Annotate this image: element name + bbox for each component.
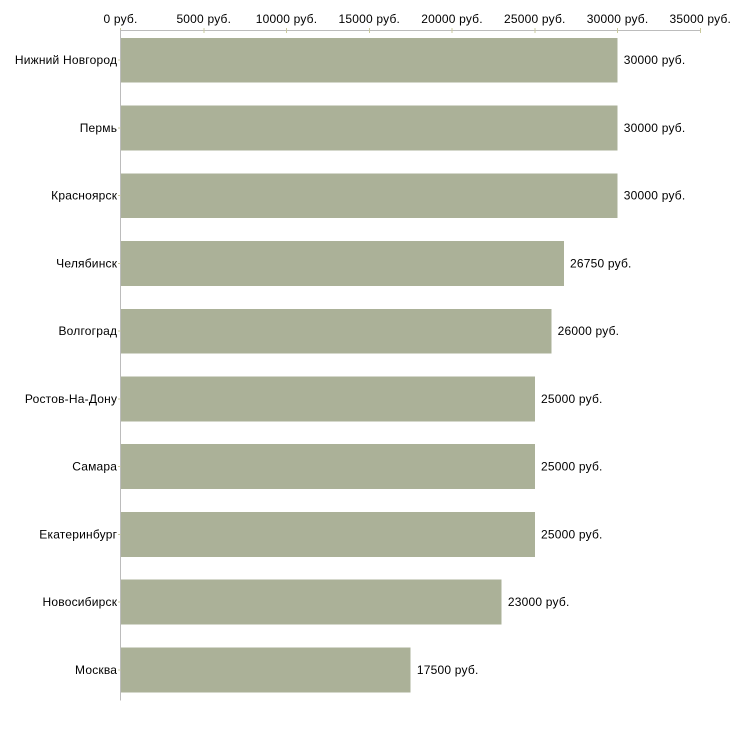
svg-text:25000 руб.: 25000 руб. [541, 392, 603, 406]
svg-text:Екатеринбург: Екатеринбург [39, 527, 117, 541]
svg-text:Красноярск: Красноярск [51, 189, 118, 203]
svg-text:Пермь: Пермь [80, 121, 117, 135]
svg-text:20000 руб.: 20000 руб. [421, 12, 483, 26]
svg-text:Челябинск: Челябинск [56, 256, 118, 270]
svg-text:25000 руб.: 25000 руб. [541, 527, 603, 541]
svg-text:30000 руб.: 30000 руб. [624, 53, 686, 67]
svg-text:25000 руб.: 25000 руб. [504, 12, 566, 26]
svg-text:Волгоград: Волгоград [58, 324, 117, 338]
svg-text:Самара: Самара [72, 460, 117, 474]
svg-text:10000 руб.: 10000 руб. [256, 12, 318, 26]
svg-text:5000 руб.: 5000 руб. [176, 12, 231, 26]
svg-text:30000 руб.: 30000 руб. [587, 12, 649, 26]
svg-text:25000 руб.: 25000 руб. [541, 460, 603, 474]
svg-text:23000 руб.: 23000 руб. [508, 595, 570, 609]
svg-text:Новосибирск: Новосибирск [43, 595, 118, 609]
svg-text:26750 руб.: 26750 руб. [570, 256, 632, 270]
svg-text:30000 руб.: 30000 руб. [624, 121, 686, 135]
svg-text:30000 руб.: 30000 руб. [624, 189, 686, 203]
svg-text:26000 руб.: 26000 руб. [558, 324, 620, 338]
svg-text:Ростов-На-Дону: Ростов-На-Дону [25, 392, 117, 406]
svg-text:Москва: Москва [75, 663, 117, 677]
svg-text:17500 руб.: 17500 руб. [417, 663, 479, 677]
svg-text:35000 руб.: 35000 руб. [670, 12, 730, 26]
svg-text:Нижний Новгород: Нижний Новгород [15, 53, 117, 67]
svg-text:0 руб.: 0 руб. [103, 12, 137, 26]
svg-text:15000 руб.: 15000 руб. [339, 12, 401, 26]
